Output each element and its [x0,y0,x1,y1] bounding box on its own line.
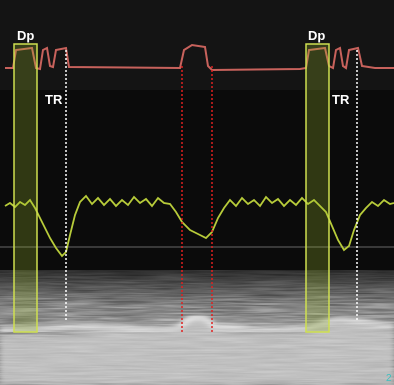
echo-image: Dp TR Dp TR 2 [0,0,394,385]
scale-label: 2 [386,373,392,384]
annotation: Dp [17,28,34,43]
annotation: TR [45,92,63,107]
m-mode [0,270,394,385]
highlight-box [14,44,37,332]
highlight-box [306,44,329,332]
annotation: TR [332,92,350,107]
annotation: Dp [308,28,325,43]
